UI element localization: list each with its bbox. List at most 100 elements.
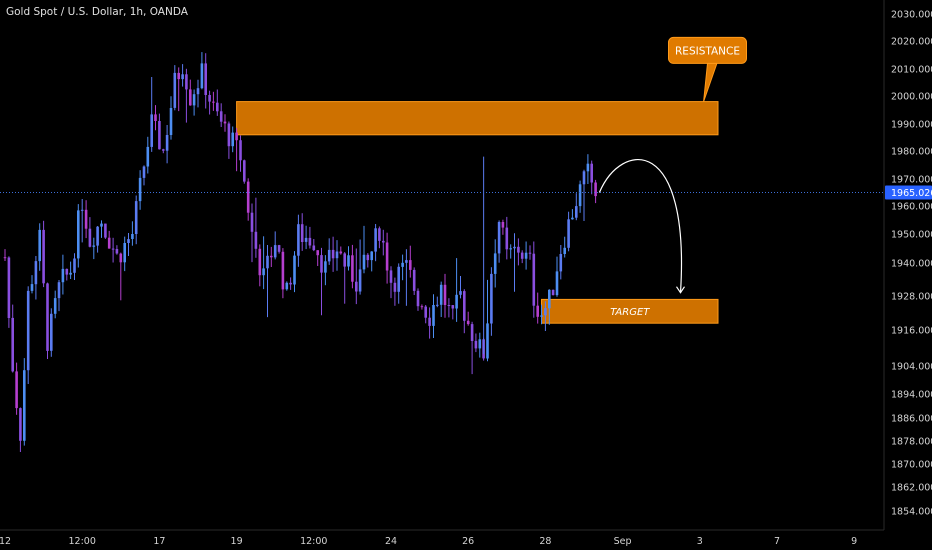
candle bbox=[474, 333, 478, 353]
candle bbox=[389, 266, 393, 299]
price-tick-label: 1854.000 bbox=[891, 507, 932, 518]
candle bbox=[19, 407, 22, 452]
candle bbox=[131, 221, 134, 246]
candle bbox=[277, 244, 281, 254]
projection-arrow bbox=[598, 159, 683, 293]
candle bbox=[34, 256, 38, 300]
price-tick-label: 1904.000 bbox=[891, 362, 932, 373]
candle bbox=[104, 223, 107, 239]
candle bbox=[239, 135, 242, 172]
candle bbox=[428, 307, 431, 339]
price-tick-label: 1940.000 bbox=[891, 259, 932, 270]
candle bbox=[177, 67, 180, 112]
candle bbox=[281, 248, 285, 299]
candle bbox=[548, 289, 551, 325]
candle bbox=[335, 240, 339, 271]
candle bbox=[497, 220, 501, 263]
candle bbox=[293, 251, 296, 293]
time-tick-label: 28 bbox=[539, 536, 551, 547]
candle bbox=[57, 280, 61, 312]
candle bbox=[227, 121, 231, 159]
candle bbox=[173, 65, 177, 111]
candle bbox=[320, 247, 323, 316]
resistance-zone[interactable] bbox=[236, 101, 719, 136]
candle bbox=[270, 246, 273, 267]
price-tick-label: 2020.000 bbox=[891, 37, 932, 48]
time-tick-label: 12:00 bbox=[69, 536, 96, 547]
price-tick-label: 1862.000 bbox=[891, 483, 932, 494]
candle bbox=[339, 246, 343, 255]
time-tick-label: 19 bbox=[231, 536, 243, 547]
candle bbox=[505, 216, 509, 260]
candle bbox=[119, 252, 123, 301]
candle bbox=[343, 252, 346, 304]
price-tick-label: 1928.000 bbox=[891, 292, 932, 303]
candle bbox=[578, 180, 582, 213]
time-tick-label: 9 bbox=[851, 536, 857, 547]
price-tick-label: 1980.000 bbox=[891, 147, 932, 158]
candle bbox=[30, 275, 34, 294]
candle bbox=[127, 233, 130, 256]
projection-arrowhead bbox=[676, 286, 685, 294]
candle bbox=[416, 288, 420, 311]
resistance-callout[interactable]: RESISTANCE bbox=[668, 36, 747, 102]
candle bbox=[355, 248, 358, 305]
candle bbox=[158, 113, 161, 150]
candle bbox=[26, 286, 30, 384]
candle bbox=[509, 244, 512, 259]
candle bbox=[115, 245, 119, 255]
candle bbox=[134, 195, 138, 245]
candle bbox=[420, 304, 424, 310]
candle bbox=[304, 225, 308, 250]
candle bbox=[243, 159, 246, 184]
candle bbox=[111, 237, 115, 263]
candle bbox=[351, 244, 354, 289]
callout-box[interactable] bbox=[668, 36, 747, 64]
price-tick-label: 1886.000 bbox=[891, 414, 932, 425]
candle bbox=[324, 255, 327, 286]
time-axis-panel[interactable] bbox=[0, 530, 932, 550]
candle bbox=[513, 233, 516, 292]
candle bbox=[466, 311, 470, 326]
candle bbox=[231, 126, 234, 153]
candle bbox=[436, 296, 439, 308]
candle bbox=[478, 332, 482, 358]
price-tick-label: 1878.000 bbox=[891, 437, 932, 448]
candle bbox=[366, 253, 370, 268]
candle bbox=[412, 267, 416, 295]
candle bbox=[358, 239, 362, 295]
candle bbox=[316, 250, 319, 266]
candle bbox=[246, 178, 250, 221]
candle bbox=[96, 226, 99, 253]
candle bbox=[540, 304, 543, 325]
current-price-label: 1965.026 bbox=[891, 188, 932, 199]
candle bbox=[250, 203, 254, 263]
candle bbox=[223, 114, 227, 132]
price-tick-label: 1970.000 bbox=[891, 175, 932, 186]
candle bbox=[92, 237, 96, 260]
candle bbox=[100, 220, 103, 238]
time-tick-label: 26 bbox=[462, 536, 474, 547]
candle bbox=[559, 245, 563, 280]
candle bbox=[424, 305, 427, 324]
candle bbox=[397, 263, 400, 304]
candle bbox=[189, 79, 192, 106]
candle bbox=[181, 64, 184, 87]
candles-layer bbox=[3, 52, 597, 452]
candle bbox=[409, 245, 412, 278]
candle bbox=[73, 253, 76, 280]
candle bbox=[254, 197, 258, 258]
candle bbox=[331, 236, 335, 272]
candle bbox=[362, 225, 366, 274]
candle bbox=[451, 305, 455, 320]
candle bbox=[192, 89, 196, 116]
price-axis-panel[interactable] bbox=[884, 0, 932, 550]
candle bbox=[439, 281, 443, 317]
price-tick-label: 1990.000 bbox=[891, 120, 932, 131]
candle bbox=[169, 96, 173, 140]
candle bbox=[88, 217, 92, 248]
time-tick-label: 17 bbox=[153, 536, 165, 547]
candle bbox=[42, 220, 45, 288]
